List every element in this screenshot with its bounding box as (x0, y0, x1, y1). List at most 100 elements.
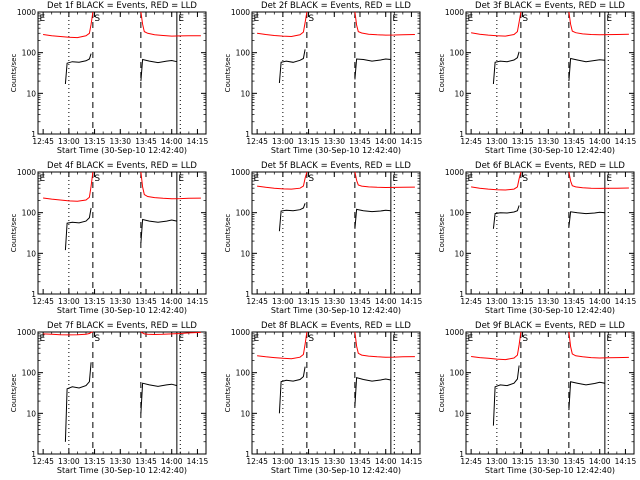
y-axis-label: Counts/sec (10, 54, 18, 93)
chart-title: Det 5f BLACK = Events, RED = LLD (261, 161, 411, 171)
plot-frame (251, 331, 421, 455)
x-tick-label: 14:15 (615, 457, 637, 466)
events-series-line (140, 218, 178, 244)
x-tick-label: 14:15 (401, 457, 423, 466)
x-tick-label: 13:45 (135, 137, 157, 146)
x-axis-label: Start Time (30-Sep-10 12:42:40) (57, 466, 187, 475)
x-tick-label: 14:15 (187, 457, 209, 466)
x-tick-label: 13:00 (486, 137, 508, 146)
x-axis-label: Start Time (30-Sep-10 12:42:40) (271, 146, 401, 155)
x-tick-label: 13:45 (563, 297, 585, 306)
y-tick-label: 100 (450, 49, 465, 58)
x-tick-label: 12:45 (246, 137, 268, 146)
plot-frame (37, 11, 207, 135)
events-series-line (354, 377, 391, 407)
y-tick-label: 1 (459, 450, 464, 459)
chart-title: Det 4f BLACK = Events, RED = LLD (47, 161, 197, 171)
x-tick-label: 13:15 (84, 297, 106, 306)
events-series-line (568, 381, 605, 411)
events-series-line (492, 205, 520, 229)
events-series-line (64, 53, 92, 85)
y-tick-label: 1 (245, 290, 250, 299)
events-series-line (64, 207, 92, 251)
x-tick-label: 13:30 (109, 137, 131, 146)
marker-label: E (468, 174, 474, 184)
x-tick-label: 14:00 (589, 297, 611, 306)
y-tick-label: 10 (26, 89, 36, 98)
x-axis-label: Start Time (30-Sep-10 12:42:40) (485, 146, 615, 155)
lld-series-line (471, 11, 522, 37)
marker-label: E (468, 334, 474, 344)
chart-title: Det 9f BLACK = Events, RED = LLD (475, 321, 625, 331)
y-tick-label: 100 (236, 369, 251, 378)
chart-title: Det 7f BLACK = Events, RED = LLD (47, 321, 197, 331)
marker-label: E (606, 334, 612, 344)
x-tick-label: 14:00 (375, 137, 397, 146)
chart-det-3: Det 3f BLACK = Events, RED = LLD 1 10 100 10… (438, 1, 636, 155)
y-tick-label: 100 (22, 49, 37, 58)
plot-frame (37, 331, 207, 455)
x-tick-label: 14:00 (161, 297, 183, 306)
y-tick-label: 10 (454, 249, 464, 258)
lld-series-line (568, 331, 629, 359)
x-tick-label: 13:45 (349, 297, 371, 306)
y-tick-label: 1 (459, 130, 464, 139)
lld-series-line (354, 331, 415, 358)
lld-series-line (140, 331, 201, 336)
x-axis-label: Start Time (30-Sep-10 12:42:40) (485, 466, 615, 475)
lld-series-line (43, 11, 94, 39)
y-tick-label: 100 (22, 209, 37, 218)
x-tick-label: 14:00 (375, 297, 397, 306)
lld-series-line (471, 331, 522, 361)
y-tick-label: 100 (236, 49, 251, 58)
x-tick-label: 13:45 (563, 457, 585, 466)
y-tick-label: 100 (22, 369, 37, 378)
x-tick-label: 12:45 (460, 297, 482, 306)
x-tick-label: 14:00 (161, 137, 183, 146)
y-tick-label: 100 (236, 209, 251, 218)
x-tick-label: 14:00 (375, 457, 397, 466)
marker-label: S (522, 14, 528, 24)
x-tick-label: 13:00 (58, 137, 80, 146)
lld-series-line (43, 171, 94, 202)
events-series-line (278, 49, 306, 84)
x-tick-label: 12:45 (246, 297, 268, 306)
lld-series-line (257, 11, 308, 38)
marker-label: E (40, 174, 46, 184)
y-tick-label: 1000 (231, 168, 250, 177)
y-tick-label: 10 (240, 89, 250, 98)
chart-title: Det 8f BLACK = Events, RED = LLD (261, 321, 411, 331)
x-tick-label: 13:15 (84, 137, 106, 146)
y-tick-label: 10 (26, 409, 36, 418)
y-tick-label: 1000 (445, 8, 464, 17)
x-tick-label: 13:00 (272, 457, 294, 466)
events-series-line (354, 58, 391, 80)
chart-det-2: Det 2f BLACK = Events, RED = LLD 1 10 100 10… (224, 1, 422, 155)
x-tick-label: 13:00 (272, 297, 294, 306)
marker-label: S (94, 14, 100, 24)
x-tick-label: 13:15 (512, 457, 534, 466)
x-tick-label: 13:30 (537, 297, 559, 306)
marker-label: E (40, 14, 46, 24)
x-tick-label: 14:00 (161, 457, 183, 466)
lld-series-line (568, 171, 629, 189)
y-tick-label: 1 (31, 130, 36, 139)
marker-label: E (254, 14, 260, 24)
events-series-line (568, 211, 605, 227)
y-tick-label: 1 (459, 290, 464, 299)
marker-label: E (178, 14, 184, 24)
marker-label: S (94, 334, 100, 344)
lld-series-line (354, 171, 415, 189)
marker-label: S (522, 334, 528, 344)
x-tick-label: 13:15 (298, 137, 320, 146)
marker-label: E (392, 334, 398, 344)
x-tick-label: 14:00 (589, 457, 611, 466)
x-tick-label: 13:30 (323, 457, 345, 466)
x-tick-label: 13:45 (349, 457, 371, 466)
lld-series-line (257, 171, 308, 190)
x-tick-label: 14:15 (187, 297, 209, 306)
x-axis-label: Start Time (30-Sep-10 12:42:40) (271, 466, 401, 475)
x-tick-label: 12:45 (246, 457, 268, 466)
marker-label: E (40, 334, 46, 344)
